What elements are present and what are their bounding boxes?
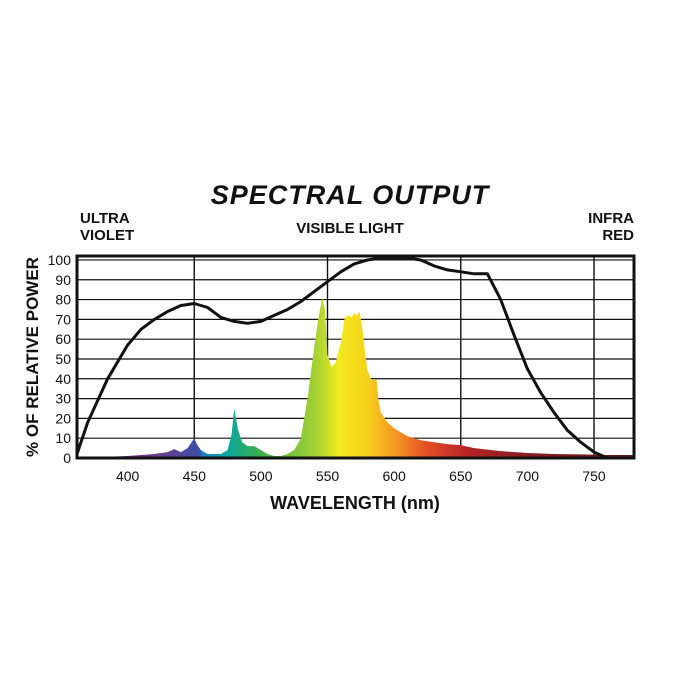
x-tick-label-550: 550 bbox=[316, 468, 340, 484]
y-tick-label-10: 10 bbox=[55, 430, 71, 446]
chart-title: SPECTRAL OUTPUT bbox=[210, 180, 490, 210]
x-axis-label: WAVELENGTH (nm) bbox=[270, 493, 440, 513]
x-tick-label-450: 450 bbox=[183, 468, 207, 484]
infrared-label-line2: RED bbox=[602, 227, 634, 244]
y-tick-label-20: 20 bbox=[55, 410, 71, 426]
ultraviolet-label-line1: ULTRA bbox=[80, 210, 130, 227]
envelope-curve bbox=[75, 256, 608, 460]
y-tick-label-100: 100 bbox=[48, 252, 72, 268]
x-tick-label-750: 750 bbox=[582, 468, 606, 484]
ultraviolet-label: ULTRA VIOLET bbox=[80, 210, 134, 244]
y-tick-label-70: 70 bbox=[55, 311, 71, 327]
visible-light-label: VISIBLE LIGHT bbox=[296, 220, 404, 237]
y-tick-label-80: 80 bbox=[55, 292, 71, 308]
infrared-label: INFRA RED bbox=[588, 210, 634, 244]
y-tick-label-0: 0 bbox=[63, 450, 71, 466]
x-tick-label-700: 700 bbox=[516, 468, 540, 484]
x-tick-label-400: 400 bbox=[116, 468, 140, 484]
x-ticks: 400 450 500 550 600 650 700 750 bbox=[116, 468, 606, 484]
envelope-line bbox=[75, 256, 608, 460]
y-ticks: 0 10 20 30 40 50 60 70 80 90 100 bbox=[48, 252, 72, 466]
x-tick-label-500: 500 bbox=[249, 468, 273, 484]
x-tick-label-650: 650 bbox=[449, 468, 473, 484]
y-tick-label-30: 30 bbox=[55, 391, 71, 407]
y-tick-label-90: 90 bbox=[55, 272, 71, 288]
spectrum-area bbox=[77, 297, 634, 458]
x-tick-label-600: 600 bbox=[382, 468, 406, 484]
y-tick-label-60: 60 bbox=[55, 331, 71, 347]
plot-frame bbox=[75, 254, 636, 460]
y-tick-label-50: 50 bbox=[55, 351, 71, 367]
spectrum-fill bbox=[77, 297, 634, 458]
infrared-label-line1: INFRA bbox=[588, 210, 634, 227]
ultraviolet-label-line2: VIOLET bbox=[80, 227, 135, 244]
y-tick-label-40: 40 bbox=[55, 371, 71, 387]
